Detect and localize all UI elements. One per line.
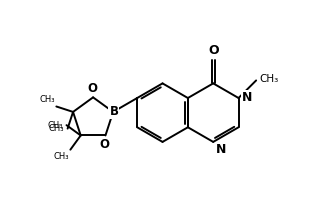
Text: B: B [109, 105, 118, 118]
Text: O: O [208, 44, 219, 57]
Text: CH₃: CH₃ [47, 121, 63, 130]
Text: CH₃: CH₃ [48, 124, 64, 133]
Text: CH₃: CH₃ [259, 74, 279, 84]
Text: CH₃: CH₃ [53, 152, 69, 161]
Text: N: N [216, 143, 227, 156]
Text: O: O [87, 82, 97, 95]
Text: N: N [242, 91, 252, 104]
Text: CH₃: CH₃ [39, 95, 55, 104]
Text: O: O [100, 138, 110, 151]
